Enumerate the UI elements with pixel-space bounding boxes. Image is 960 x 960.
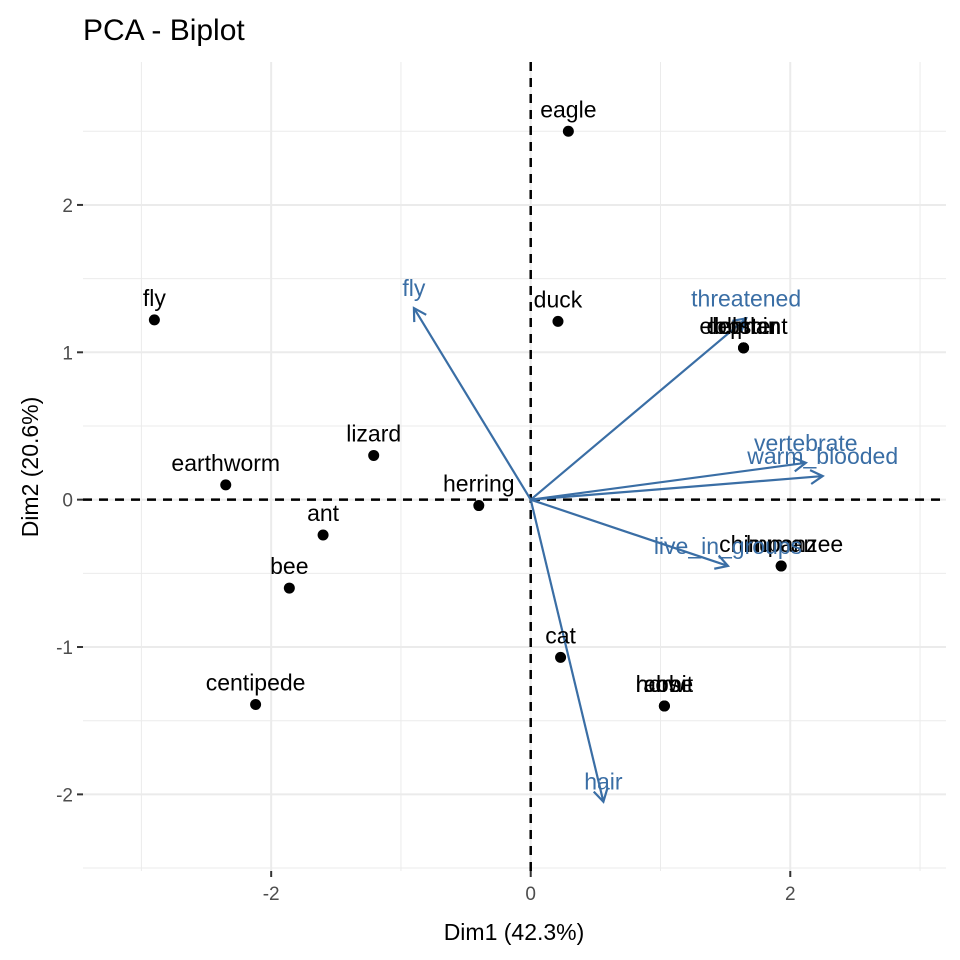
point-label: horse xyxy=(636,671,694,697)
variable-label: fly xyxy=(402,275,426,301)
variable-arrow-head xyxy=(714,554,731,570)
point-label: herring xyxy=(443,471,515,497)
y-tick-label: 1 xyxy=(62,343,73,364)
axis-ticks: -2 0 2 -2 -1 0 1 2 xyxy=(56,196,795,905)
variable-label: threatened xyxy=(691,285,801,311)
point-label: ant xyxy=(307,500,340,526)
variable-arrow-head xyxy=(809,469,825,485)
point-marker xyxy=(148,314,160,326)
variable-arrow-head xyxy=(792,456,809,473)
x-tick-label: 2 xyxy=(785,884,796,905)
variable-arrow-head xyxy=(732,316,748,332)
point-marker xyxy=(250,698,262,710)
variable-arrow-head xyxy=(592,788,609,804)
reference-lines xyxy=(83,62,946,871)
point-label: dolphin xyxy=(706,313,780,339)
point-marker xyxy=(555,651,567,663)
variable-label: warm_blooded xyxy=(746,443,898,469)
point-label: lobster xyxy=(709,313,778,339)
point-label: cat xyxy=(545,622,576,648)
point-marker xyxy=(473,500,485,512)
y-tick-label: -1 xyxy=(56,638,73,659)
variable-arrow-line xyxy=(412,307,532,501)
point-label: bee xyxy=(270,553,308,579)
point-marker xyxy=(317,529,329,541)
point-marker xyxy=(562,125,574,137)
x-axis-title: Dim1 (42.3%) xyxy=(444,919,585,945)
x-tick-label: -2 xyxy=(263,884,280,905)
point-label: fly xyxy=(143,285,167,311)
grid-minor-lines xyxy=(83,62,946,871)
y-tick-label: 0 xyxy=(62,491,73,512)
variable-label: hair xyxy=(584,769,623,795)
point-marker xyxy=(283,582,295,594)
variable-arrow-line xyxy=(530,461,806,501)
variable-arrows xyxy=(412,306,825,804)
point-label: cow xyxy=(644,671,685,697)
point-label: centipede xyxy=(206,669,306,695)
variable-arrow-line xyxy=(530,317,747,501)
point-label: lizard xyxy=(346,420,401,446)
variable-label: vertebrate xyxy=(754,430,858,456)
point-marker xyxy=(552,315,564,327)
point-marker xyxy=(658,700,670,712)
point-marker xyxy=(368,449,380,461)
y-axis-title: Dim2 (20.6%) xyxy=(17,397,43,538)
variable-arrow-line xyxy=(530,498,729,568)
point-label: chimpanzee xyxy=(719,531,843,557)
y-tick-label: -2 xyxy=(56,785,73,806)
variable-arrow-line xyxy=(530,474,823,501)
chart-title: PCA - Biplot xyxy=(83,14,245,47)
point-label: human xyxy=(746,531,816,557)
point-label: elephant xyxy=(699,313,788,339)
point-marker xyxy=(220,479,232,491)
point-marker xyxy=(775,560,787,572)
point-label: eagle xyxy=(540,96,596,122)
variable-label: live_in_groups xyxy=(654,533,802,559)
point-label: duck xyxy=(534,286,583,312)
point-marker xyxy=(738,342,750,354)
variable-arrow-line xyxy=(529,499,605,802)
x-tick-label: 0 xyxy=(525,884,536,905)
point-label: earthworm xyxy=(171,450,280,476)
y-tick-label: 2 xyxy=(62,196,73,217)
individual-points xyxy=(148,125,787,712)
variable-arrow-head xyxy=(412,306,427,323)
point-label: rabbit xyxy=(636,671,694,697)
